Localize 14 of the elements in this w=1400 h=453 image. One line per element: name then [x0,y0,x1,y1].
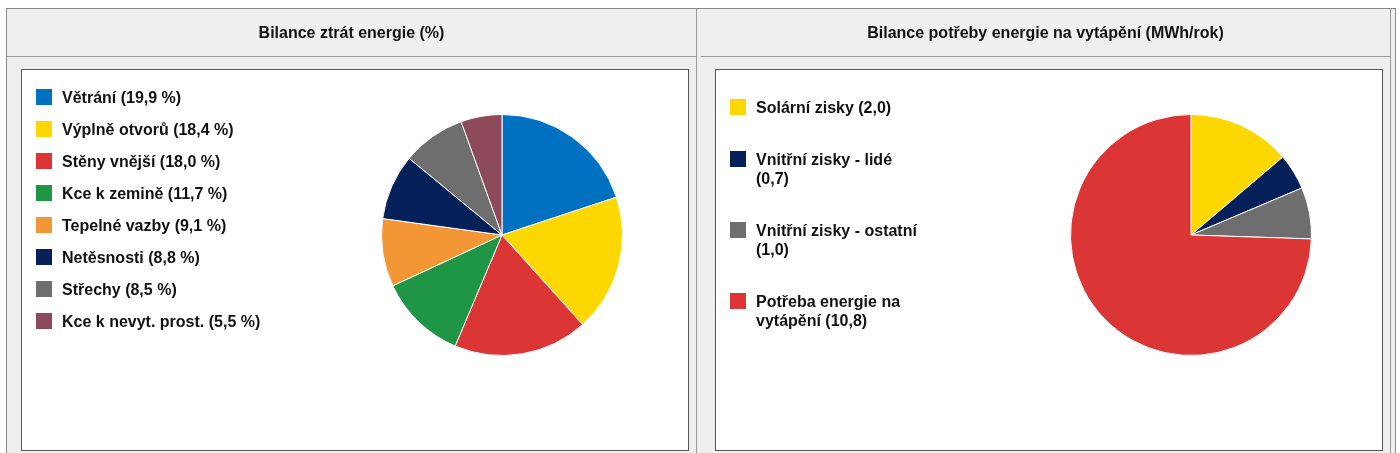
legend-label: Kce k zemině (11,7 %) [62,184,228,203]
chart-title: Bilance potřeby energie na vytápění (MWh/rok) [701,9,1390,57]
legend-label: Vnitřní zisky - lidé (0,7) [756,150,894,188]
chart-title: Bilance ztrát energie (%) [7,9,696,57]
legend-label: Střechy (8,5 %) [62,280,177,299]
legend-label: Vnitřní zisky - ostatní (1,0) [756,221,918,259]
legend-label: Tepelné vazby (9,1 %) [62,216,227,235]
legend-label: Větrání (19,9 %) [62,88,182,107]
legend-label: Solární zisky (2,0) [756,98,892,117]
legend-label: Stěny vnější (18,0 %) [62,152,221,171]
legend-label: Kce k nevyt. prost. (5,5 %) [62,312,261,331]
legend-label: Netěsnosti (8,8 %) [62,248,200,267]
legend-label: Výplně otvorů (18,4 %) [62,120,234,139]
legend-label: Potřeba energie na vytápění (10,8) [756,292,902,330]
